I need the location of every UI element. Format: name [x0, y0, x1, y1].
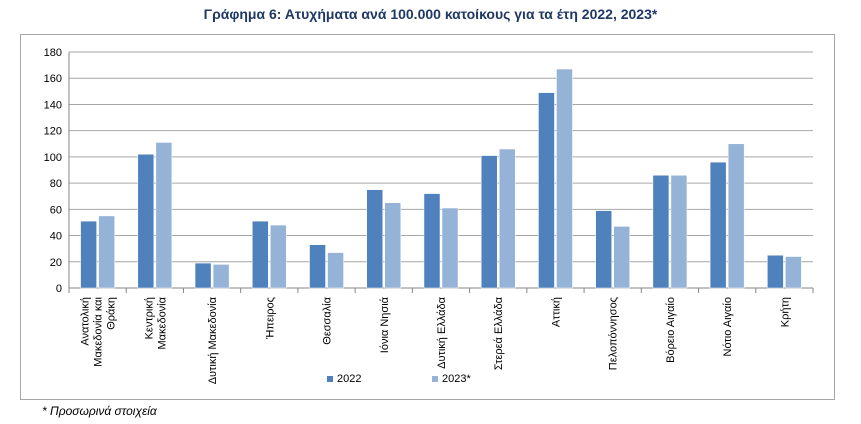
bar-2022-7 [480, 155, 498, 289]
y-tick-label: 160 [44, 73, 62, 85]
x-tick-label: Δυτική Μακεδονία [207, 296, 219, 384]
y-tick-label: 40 [50, 231, 62, 243]
y-tick-label: 100 [44, 152, 62, 164]
legend-swatch-2023 [432, 376, 438, 382]
x-tick-label: Μακεδονία [156, 296, 168, 349]
bar-2022-10 [652, 174, 670, 289]
x-tick-label: Μακεδονία και [93, 296, 105, 366]
bar-2023-0 [98, 215, 115, 289]
y-tick-label: 120 [44, 126, 62, 138]
bar-2023-3 [270, 224, 287, 289]
x-tick-label: Πελοπόννησος [608, 297, 620, 370]
bar-2022-8 [538, 92, 555, 289]
x-tick-label: Δυτική Ελλάδα [436, 296, 448, 368]
x-tick-label: Ήπειρος [264, 297, 276, 340]
x-tick-label: Θράκη [106, 297, 118, 330]
x-tick-label: Θεσσαλία [322, 296, 334, 344]
y-tick-label: 60 [50, 204, 62, 216]
x-tick-label: Αττική [550, 297, 562, 327]
bar-2022-1 [137, 154, 155, 289]
bar-2023-12 [785, 256, 802, 289]
x-tick-label: Νότιο Αιγαίο [722, 297, 734, 356]
bar-2022-2 [194, 262, 212, 289]
bar-2023-11 [727, 143, 745, 289]
bar-2023-5 [384, 202, 402, 289]
bar-2023-7 [498, 148, 516, 289]
bar-2023-8 [556, 68, 573, 289]
footnote: * Προσωρινά στοιχεία [42, 404, 157, 418]
bar-2022-6 [423, 193, 441, 289]
bar-2023-9 [613, 226, 630, 289]
bar-2022-11 [709, 161, 727, 289]
bar-2022-0 [80, 220, 97, 289]
y-tick-label: 180 [44, 47, 62, 59]
x-tick-label: Ιόνια Νησιά [379, 296, 391, 353]
y-tick-label: 0 [56, 283, 62, 295]
chart-area: 0 20 40 60 80 100 120 140 160 180 Ανατολική Μακεδον… [20, 34, 835, 400]
x-tick-label: Στερεά Ελλάδα [493, 296, 505, 370]
bar-2022-12 [767, 254, 784, 289]
bar-2022-3 [252, 220, 269, 289]
y-tick-label: 140 [44, 99, 62, 111]
bar-2022-9 [595, 210, 612, 289]
legend-label-2023: 2023* [442, 373, 471, 385]
x-tick-label: Κεντρική [143, 297, 155, 339]
bar-2023-6 [441, 207, 459, 289]
bar-2023-4 [327, 252, 344, 289]
bar-2023-10 [670, 174, 688, 289]
y-tick-label: 20 [50, 257, 62, 269]
chart-title: Γράφημα 6: Ατυχήματα ανά 100.000 κατοίκο… [203, 6, 658, 22]
bar-2022-5 [366, 189, 384, 289]
bar-2023-1 [155, 142, 173, 289]
bar-2022-4 [309, 244, 326, 289]
y-tick-label: 80 [50, 178, 62, 190]
x-tick-label: Ανατολική [80, 297, 92, 346]
legend-label-2022: 2022 [337, 373, 361, 385]
legend-swatch-2022 [327, 376, 333, 382]
x-tick-label: Βόρειο Αιγαίο [665, 297, 677, 363]
bar-2023-2 [212, 264, 230, 289]
x-tick-label: Κρήτη [779, 297, 791, 327]
